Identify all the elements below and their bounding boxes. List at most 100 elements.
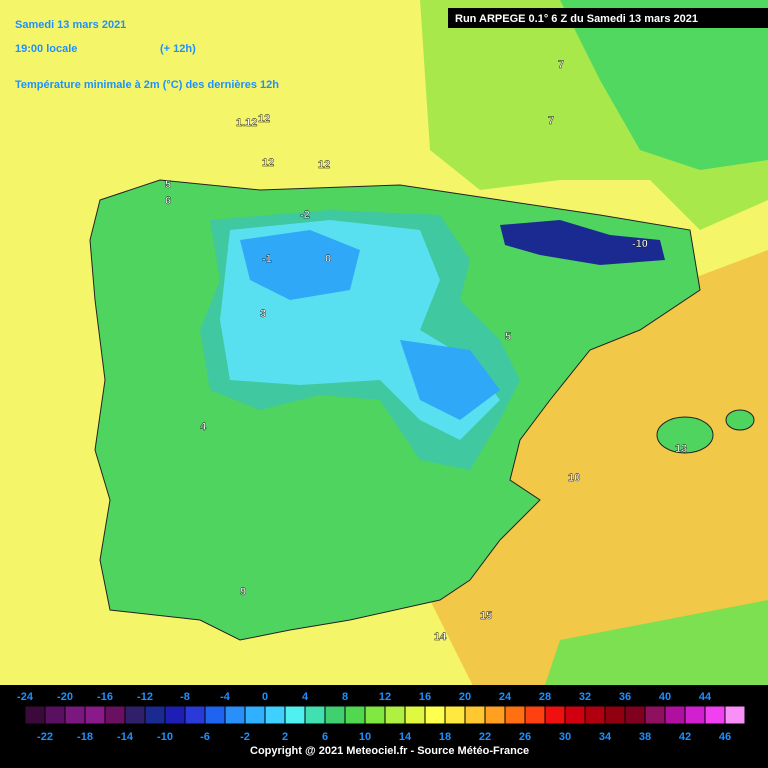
island (656, 416, 714, 454)
colorbar-label: -4 (220, 691, 231, 703)
colorbar-cell (284, 705, 306, 725)
colorbar-label: -6 (200, 731, 210, 743)
map-value: -1 (262, 253, 272, 265)
colorbar-label: -12 (137, 691, 153, 703)
colorbar-label: -10 (157, 731, 173, 743)
colorbar-label: 32 (579, 691, 591, 703)
run-info: Run ARPEGE 0.1° 6 Z du Samedi 13 mars 20… (455, 13, 698, 25)
colorbar-cell (484, 705, 506, 725)
colorbar-label: 30 (559, 731, 571, 743)
colorbar-label: 20 (459, 691, 471, 703)
colorbar-label: 18 (439, 731, 451, 743)
colorbar-label: 26 (519, 731, 531, 743)
colorbar-cell (164, 705, 186, 725)
map-value: 3 (260, 308, 266, 320)
colorbar-cell (664, 705, 686, 725)
colorbar-label: 14 (399, 731, 412, 743)
colorbar-cell (324, 705, 346, 725)
map-value: 0 (325, 253, 331, 265)
colorbar-cell (424, 705, 446, 725)
colorbar-label: 4 (302, 691, 309, 703)
colorbar-cell (404, 705, 426, 725)
colorbar-label: 0 (262, 691, 268, 703)
map-value: 12 (318, 159, 330, 171)
colorbar-cell (544, 705, 566, 725)
offset: (+ 12h) (160, 43, 196, 55)
map-value: 1.12 (236, 117, 257, 129)
colorbar-cell (304, 705, 326, 725)
alps-land (560, 0, 768, 170)
colorbar-cell (104, 705, 126, 725)
colorbar-label: 44 (699, 691, 712, 703)
colorbar-label: -18 (77, 731, 93, 743)
colorbar-label: 22 (479, 731, 491, 743)
colorbar-cell (344, 705, 366, 725)
map-value: -2 (300, 209, 310, 221)
colorbar-cell (584, 705, 606, 725)
colorbar-label: -20 (57, 691, 73, 703)
colorbar-label: 46 (719, 731, 731, 743)
colorbar-label: 10 (359, 731, 371, 743)
colorbar-label: -24 (17, 691, 34, 703)
map-value: 4 (200, 421, 207, 433)
island (725, 409, 755, 431)
map-value: 10 (568, 472, 580, 484)
colorbar-cell (184, 705, 206, 725)
colorbar-cell (204, 705, 226, 725)
colorbar-label: 38 (639, 731, 651, 743)
colorbar-label: -8 (180, 691, 190, 703)
colorbar-bg (0, 685, 768, 768)
map-title: Température minimale à 2m (°C) des derni… (15, 79, 279, 91)
colorbar-cell (264, 705, 286, 725)
colorbar-cell (144, 705, 166, 725)
map-value: 6 (165, 195, 171, 207)
colorbar-cell (604, 705, 626, 725)
colorbar-cell (684, 705, 706, 725)
map-value: 5 (165, 179, 171, 191)
colorbar-label: 40 (659, 691, 671, 703)
colorbar-label: -2 (240, 731, 250, 743)
colorbar-label: -22 (37, 731, 53, 743)
colorbar-cell (364, 705, 386, 725)
map-value: 7 (558, 59, 564, 71)
colorbar-cell (464, 705, 486, 725)
colorbar-cell (64, 705, 86, 725)
colorbar-label: 28 (539, 691, 551, 703)
colorbar-label: 2 (282, 731, 288, 743)
colorbar-label: 36 (619, 691, 631, 703)
colorbar-label: 16 (419, 691, 431, 703)
colorbar-cell (504, 705, 526, 725)
copyright: Copyright @ 2021 Meteociel.fr - Source M… (250, 745, 529, 757)
colorbar-cell (444, 705, 466, 725)
map-value: 12 (262, 157, 274, 169)
map-value: 5 (505, 331, 511, 343)
colorbar-cell (84, 705, 106, 725)
map-value: -10 (632, 238, 648, 250)
colorbar-cell (724, 705, 746, 725)
colorbar-cell (24, 705, 46, 725)
map-value: 9 (240, 586, 246, 598)
colorbar-label: 6 (322, 731, 328, 743)
map-value: 7 (548, 115, 554, 127)
run-box (448, 8, 768, 28)
colorbar-cell (524, 705, 546, 725)
colorbar-label: 8 (342, 691, 348, 703)
colorbar-cell (224, 705, 246, 725)
colorbar-cell (244, 705, 266, 725)
map-value: 12 (258, 113, 270, 125)
colorbar-label: 34 (599, 731, 612, 743)
very-cold-zone (240, 230, 500, 420)
africa-land (540, 600, 768, 700)
pyrenees-cold (500, 220, 665, 265)
date: Samedi 13 mars 2021 (15, 19, 126, 31)
map-value: 14 (434, 631, 447, 643)
colorbar-cell (624, 705, 646, 725)
map-value: 15 (480, 610, 492, 622)
colorbar-cell (564, 705, 586, 725)
colorbar-label: 42 (679, 731, 691, 743)
colorbar-cell (384, 705, 406, 725)
time: 19:00 locale (15, 43, 77, 55)
colorbar-label: -14 (117, 731, 134, 743)
map-value: 13 (675, 443, 687, 455)
